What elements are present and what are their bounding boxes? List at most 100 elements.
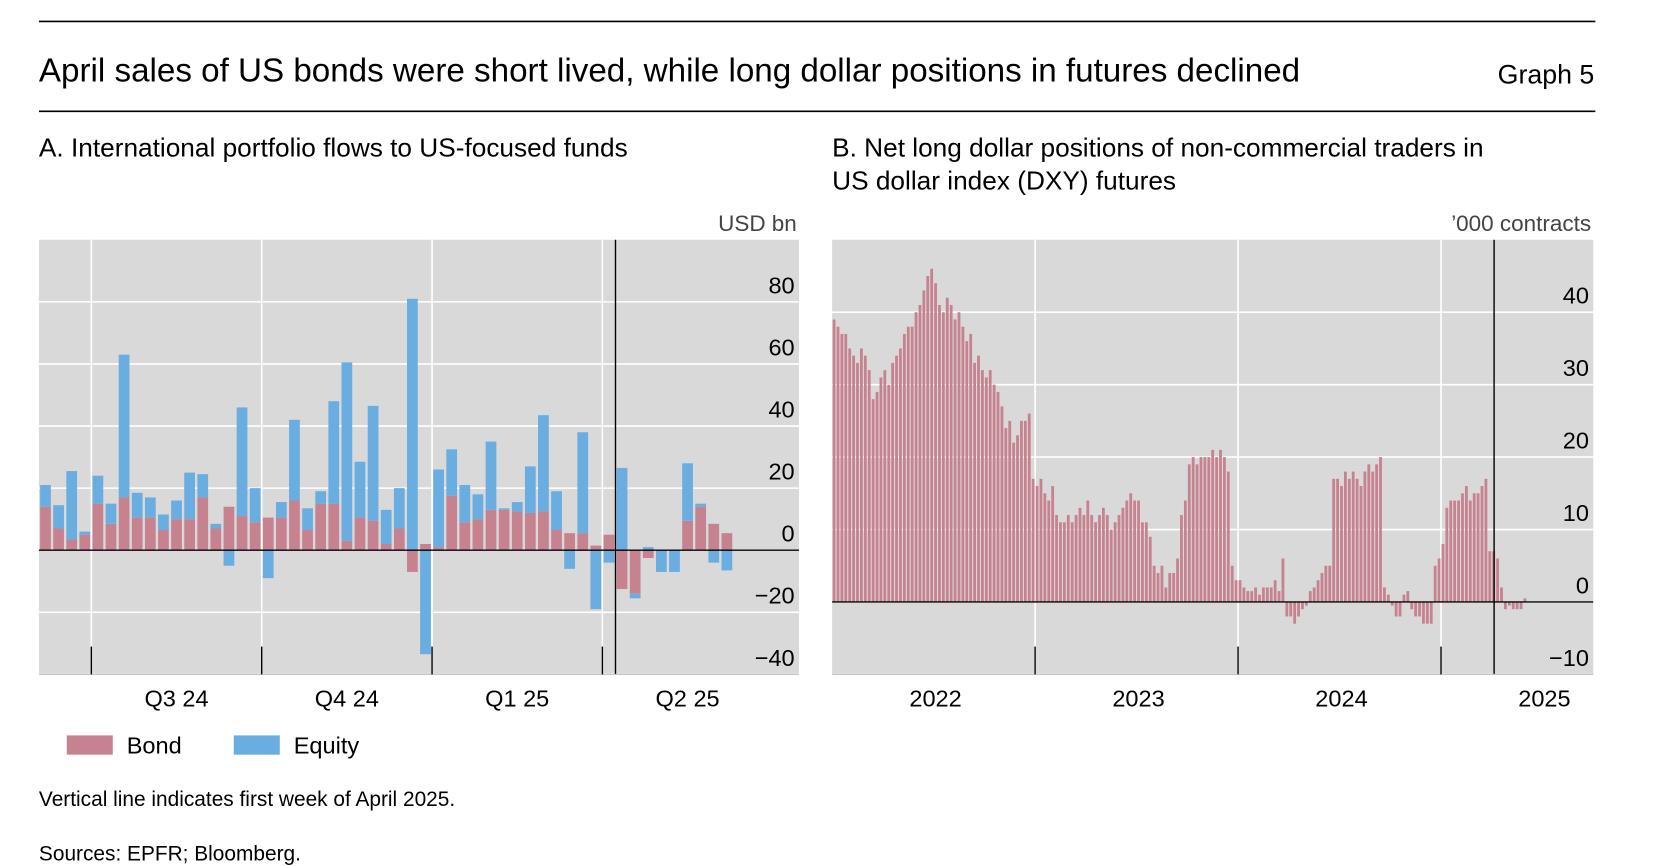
bar <box>1476 493 1480 602</box>
bar <box>328 503 340 551</box>
bar <box>1273 580 1277 602</box>
bar <box>1488 551 1492 602</box>
bar <box>883 370 887 602</box>
bar <box>66 471 78 540</box>
bar <box>1441 544 1445 602</box>
bar <box>79 534 91 551</box>
bar <box>1059 522 1062 602</box>
legend-swatch <box>233 735 280 755</box>
bar <box>1472 493 1476 602</box>
bar <box>551 491 562 531</box>
bar <box>1511 601 1515 610</box>
bar <box>1074 515 1078 602</box>
bar <box>1098 515 1101 602</box>
bar <box>446 495 458 551</box>
bar <box>524 512 536 551</box>
bar <box>1043 493 1047 602</box>
bar <box>105 503 117 524</box>
bar <box>1457 500 1460 602</box>
bar <box>1047 500 1051 602</box>
bar <box>1281 558 1285 602</box>
bar <box>1367 464 1371 602</box>
bar <box>315 503 327 551</box>
bar <box>1449 500 1453 602</box>
bar <box>184 519 195 551</box>
bar <box>511 502 523 512</box>
bar <box>1484 478 1488 602</box>
bar <box>981 370 984 602</box>
bar <box>1082 515 1086 602</box>
bar <box>1500 587 1503 602</box>
bar <box>1086 500 1090 602</box>
bar <box>1433 565 1437 602</box>
bar <box>1094 522 1098 602</box>
y-tick-label: −10 <box>1549 645 1589 671</box>
bar <box>977 355 980 602</box>
bar <box>407 298 418 551</box>
bar <box>459 485 471 523</box>
bar <box>1191 457 1195 602</box>
bar <box>1363 471 1367 602</box>
x-tick-label: Q4 24 <box>315 686 379 712</box>
y-tick-label: −40 <box>755 645 795 671</box>
bar <box>236 516 248 551</box>
bar <box>53 528 64 551</box>
bar <box>1515 601 1519 610</box>
bar <box>210 523 222 529</box>
bar <box>1141 522 1144 602</box>
bar <box>262 517 274 551</box>
bar <box>891 362 895 602</box>
bar <box>1468 500 1472 602</box>
bar <box>1230 565 1234 602</box>
bar <box>1304 601 1308 606</box>
bar <box>969 333 973 602</box>
bar <box>1453 500 1457 602</box>
bar <box>708 550 720 563</box>
x-tick-label: Q3 24 <box>144 686 208 712</box>
bar <box>926 275 930 602</box>
bar <box>393 528 405 551</box>
bar <box>1308 591 1312 602</box>
bar <box>1238 580 1242 602</box>
bar <box>708 523 720 551</box>
note: Vertical line indicates first week of Ap… <box>39 788 455 811</box>
bar <box>511 511 523 551</box>
bar <box>367 520 379 551</box>
bar <box>498 508 510 510</box>
bar <box>953 319 957 602</box>
bar <box>887 384 891 602</box>
bar <box>1383 587 1386 602</box>
bar <box>852 355 856 602</box>
bar <box>642 550 654 558</box>
bar <box>1507 601 1511 606</box>
bar <box>158 530 169 551</box>
y-tick-label: 0 <box>1576 572 1589 598</box>
bar <box>1336 478 1339 602</box>
bar <box>1062 522 1066 602</box>
bar <box>836 326 840 602</box>
bar <box>1394 601 1398 617</box>
bar <box>1109 529 1113 602</box>
bar <box>92 475 104 504</box>
y-tick-label: 0 <box>782 521 795 547</box>
bar <box>393 488 405 529</box>
bar <box>1445 507 1449 602</box>
bar <box>1137 500 1140 602</box>
bar <box>1016 435 1019 602</box>
bar <box>934 283 937 602</box>
bar <box>1250 591 1254 602</box>
bar <box>564 550 576 569</box>
bar <box>1347 478 1351 602</box>
bar <box>895 355 898 602</box>
bar <box>965 341 969 602</box>
bar <box>1012 442 1016 602</box>
bar <box>616 467 628 551</box>
bar <box>40 485 51 507</box>
bar <box>1429 601 1433 624</box>
bar <box>1168 572 1172 602</box>
bar <box>1410 601 1414 610</box>
bar <box>66 539 78 551</box>
bar <box>144 497 156 518</box>
